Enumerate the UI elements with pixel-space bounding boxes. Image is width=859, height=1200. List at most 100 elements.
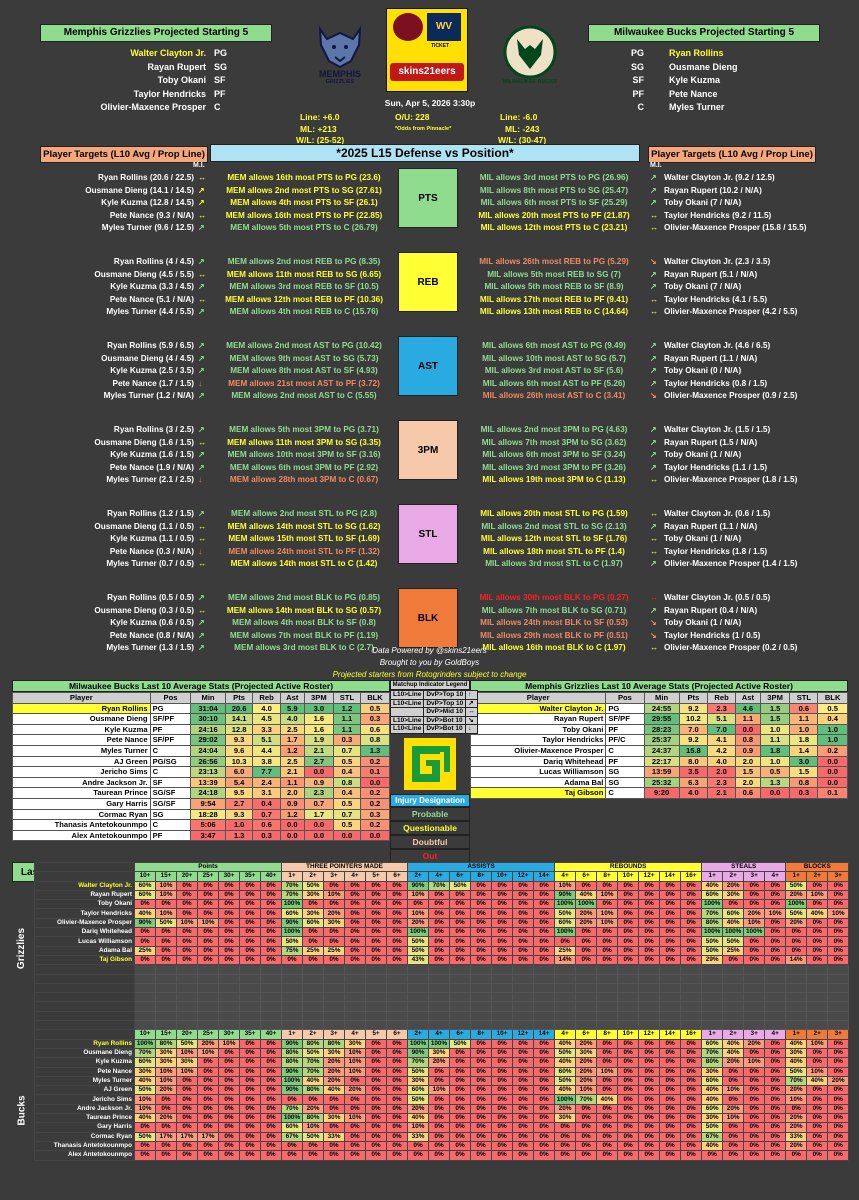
hit-cell: 0% <box>764 1122 787 1133</box>
hit-cell: 0% <box>385 889 409 901</box>
right-dvp-text: MIL allows 5th most REB to SG (7) <box>487 269 621 279</box>
hit-cell: 0% <box>533 1122 556 1133</box>
left-matchup-arrow: ↗ <box>198 462 205 472</box>
hit-player-name: Alex Antetokounmpo <box>34 1150 135 1161</box>
table-cell: 0.9 <box>734 744 761 757</box>
hit-cell: 50% <box>134 1085 156 1096</box>
left-dvp-text: MEM allows 2nd most PTS to SG (27.61) <box>226 185 382 195</box>
hit-cell: 20% <box>785 1112 808 1124</box>
hit-cell: 0% <box>491 1085 514 1096</box>
table-cell: 0.3 <box>789 787 819 799</box>
hit-blank-cell <box>680 982 703 994</box>
hit-row: Pete Nance 30% 10% 10% 0% 0% 0% 0% 90% 70% 20% 10% 0… <box>34 1066 850 1077</box>
hit-cell: 0% <box>743 1103 766 1115</box>
left-matchup-arrow: ↗ <box>198 593 205 602</box>
hit-cell: 0% <box>407 1140 430 1152</box>
table-cell: 0.6 <box>252 819 281 831</box>
hit-col-header: 6+ <box>449 871 472 882</box>
table-cell: 2.3 <box>707 702 736 715</box>
hit-cell: 90% <box>407 1047 430 1059</box>
hit-blank-cell <box>176 992 198 1003</box>
hit-cell: 0% <box>260 1122 282 1133</box>
hit-cell: 0% <box>218 880 240 891</box>
table-cell: 0.2 <box>360 755 390 768</box>
hit-blank-cell <box>155 982 177 994</box>
hit-cell: 0% <box>764 1112 787 1124</box>
hit-blank-cell <box>722 964 745 975</box>
hit-col-header: 10+ <box>617 871 640 882</box>
hit-cell: 20% <box>155 1112 177 1124</box>
hit-cell: 0% <box>344 908 366 919</box>
hit-blank-cell <box>785 982 808 994</box>
hit-cell: 10% <box>197 917 219 929</box>
hit-cell: 0% <box>385 1085 409 1096</box>
hit-blank-cell <box>239 964 261 975</box>
hit-cell: 0% <box>827 889 850 901</box>
stat-box-stl: STL <box>398 504 458 564</box>
hit-col-header: 2+ <box>302 871 324 882</box>
hit-cell: 10% <box>785 1094 808 1105</box>
hit-blank-cell <box>512 982 535 994</box>
left-target-player: Ryan Rollins (3 / 2.5) <box>113 425 194 434</box>
hit-blank-cell <box>785 1001 808 1012</box>
hit-blank-cell <box>176 1010 198 1022</box>
hit-cell: 10% <box>407 889 430 901</box>
hit-cell: 0% <box>659 1112 682 1124</box>
left-dvp-text: MEM allows 8th most AST to SF (4.93) <box>230 366 378 376</box>
wv-badge-icon: WV <box>427 13 461 41</box>
right-dvp-text: MIL allows 2nd most 3PM to PG (4.63) <box>480 425 628 434</box>
hit-cell: 0% <box>197 1150 219 1161</box>
hit-cell: 40% <box>701 1085 724 1096</box>
hit-cell: 20% <box>785 1122 808 1133</box>
hit-cell: 0% <box>617 1047 640 1059</box>
hit-row: Taj Gibson 0% 0% 0% 0% 0% 0% 0% 0% 0% 0% 0% 0% 0% 43% 0… <box>34 954 850 966</box>
hit-cell: 20% <box>323 1066 345 1077</box>
hit-col-header: 5+ <box>365 871 387 882</box>
hit-cell: 0% <box>512 1103 535 1115</box>
hit-cell: 0% <box>449 954 472 966</box>
hit-cell: 0% <box>176 899 198 910</box>
table-cell: 1.2 <box>332 702 362 715</box>
hit-cell: 0% <box>659 954 682 966</box>
hit-cell: 0% <box>155 936 177 947</box>
right-target-player: Toby Okani (1 / N/A) <box>664 450 742 460</box>
hit-cell: 0% <box>428 889 451 901</box>
table-cell: 0.0 <box>303 829 334 842</box>
right-dvp-text: MIL allows 3rd most STL to C (1.97) <box>485 559 623 569</box>
column-header: Ast <box>734 692 761 704</box>
left-dvp-text: MEM allows 5th most PTS to C (26.79) <box>230 223 378 233</box>
hit-cell: 0% <box>638 927 661 938</box>
bucks-avg-table: Player Pos Min Pts Reb Ast 3PM STL BLK Ryan Rolli… <box>12 692 390 842</box>
starter-name: Toby Okani <box>157 75 206 85</box>
right-target-player: Toby Okani (7 / N/A) <box>664 282 742 292</box>
hit-blank-cell <box>743 1001 766 1012</box>
right-dvp-text: MIL allows 7th most 3PM to SG (3.62) <box>481 437 627 447</box>
hit-col-header: 10+ <box>134 871 156 882</box>
hit-cell: 80% <box>281 1057 303 1068</box>
table-cell: 0.5 <box>332 797 362 810</box>
left-dvp-text: MEM allows 11th most REB to SG (6.65) <box>226 269 382 279</box>
injury-title: Injury Designation <box>390 793 470 807</box>
table-row: Myles Turner C 24:04 9.6 4.4 1.2 2.1 0.7 1.3 <box>12 744 390 757</box>
hit-cell: 0% <box>260 1103 282 1115</box>
hit-cell: 0% <box>239 889 261 901</box>
hit-blank-cell <box>176 973 198 984</box>
hit-blank-cell <box>491 1001 514 1012</box>
left-matchup-arrow: ↗ <box>198 353 205 363</box>
hit-cell: 0% <box>344 1103 366 1115</box>
right-matchup-arrow: ↗ <box>650 353 657 363</box>
right-target-player: Rayan Rupert (10.2 / N/A) <box>664 185 762 195</box>
hit-cell: 25% <box>554 945 577 956</box>
right-target-player: Olivier-Maxence Prosper (1.8 / 1.5) <box>664 475 798 485</box>
hit-blank-cell <box>218 992 240 1003</box>
right-target-player: Toby Okani (0 / N/A) <box>664 366 742 376</box>
hit-blank-cell <box>743 964 766 975</box>
hit-cell: 10% <box>806 889 829 901</box>
hit-cell: 0% <box>827 1140 850 1152</box>
hit-cell: 70% <box>302 1066 324 1077</box>
hit-cell: 0% <box>806 1057 829 1068</box>
hit-cell: 0% <box>575 945 598 956</box>
hit-player-name: Myles Turner <box>34 1075 135 1087</box>
hit-blank-cell <box>554 992 577 1003</box>
hit-empty-cell <box>34 861 135 873</box>
